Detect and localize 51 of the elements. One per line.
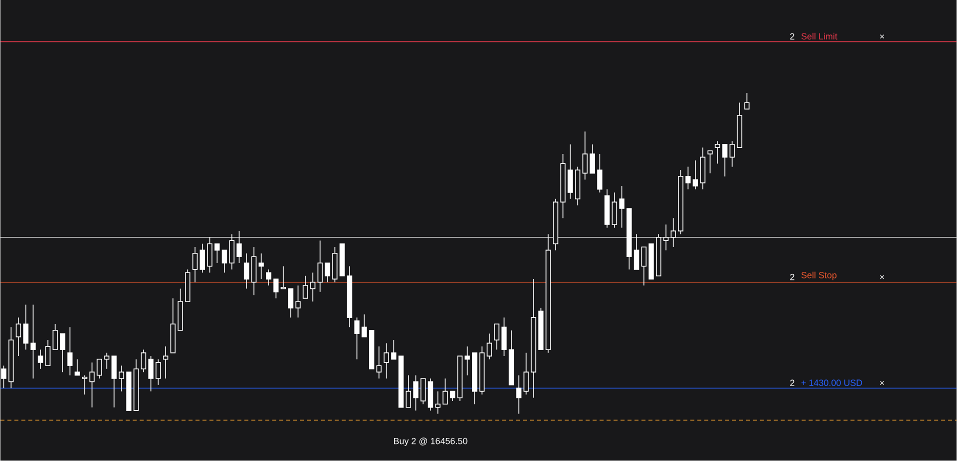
candlestick (619, 186, 624, 228)
candlestick (251, 246, 256, 296)
candlestick (685, 166, 691, 190)
candlestick (670, 218, 676, 248)
candlestick (530, 278, 536, 398)
candlestick (89, 362, 95, 408)
candlestick (192, 246, 198, 283)
candlestick (67, 326, 73, 376)
candlestick (200, 244, 205, 274)
candlestick (118, 365, 124, 392)
candlestick (464, 346, 470, 376)
candlestick (663, 224, 669, 251)
ref-line-label: + 1430.00 USD (801, 380, 862, 386)
candlestick (516, 375, 522, 414)
candlestick (295, 285, 301, 318)
candlestick (310, 272, 316, 302)
annotation: × (880, 381, 884, 386)
annotation: 2 (790, 33, 794, 40)
candlestick (244, 253, 250, 290)
candlestick (148, 356, 154, 392)
candlestick (376, 346, 382, 380)
candlestick (692, 160, 698, 190)
annotation: 2 (790, 274, 794, 280)
candlestick (560, 154, 566, 219)
candlestick (140, 349, 146, 373)
candlestick (346, 266, 352, 328)
candlestick (266, 269, 272, 286)
candlestick (8, 326, 14, 389)
candlestick (501, 317, 507, 357)
ref-line-label: Sell Stop (801, 272, 836, 280)
candlestick (582, 131, 588, 180)
candlestick (428, 378, 434, 412)
candlestick (486, 333, 492, 360)
candlestick (16, 317, 22, 357)
candlestick (479, 346, 485, 396)
candlestick (318, 240, 323, 292)
candlestick (30, 304, 36, 380)
candlestick (258, 253, 264, 280)
annotation: 2 (790, 380, 794, 386)
candlestick (38, 349, 44, 370)
candlestick (714, 140, 720, 164)
candlestick (604, 189, 610, 228)
annotation: × (880, 34, 884, 39)
annotation: × (880, 275, 884, 280)
candlestick (384, 342, 389, 380)
candlestick (552, 198, 558, 251)
candlestick (354, 317, 360, 360)
ref-line-label: Sell Limit (801, 33, 838, 40)
candlestick (612, 192, 618, 228)
candlestick (162, 346, 168, 380)
ref-line-label: Buy 2 @ 16456.50 (394, 438, 468, 446)
